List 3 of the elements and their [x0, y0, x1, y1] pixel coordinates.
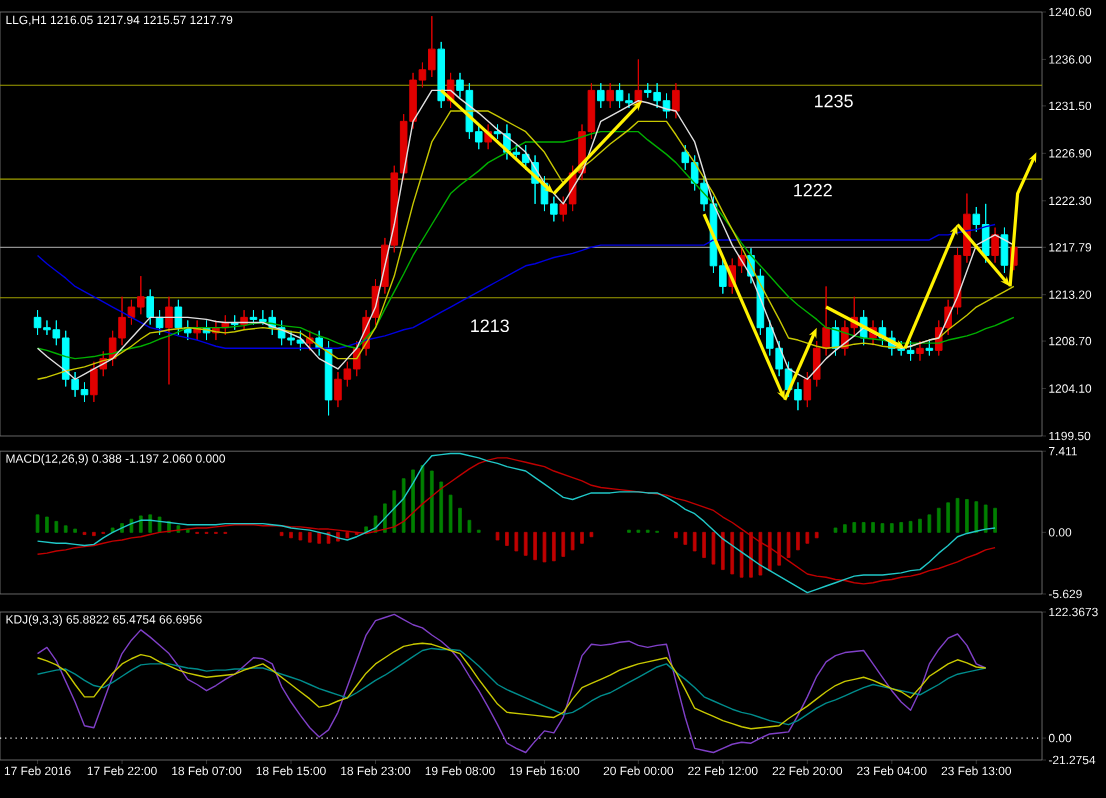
annotation: 1235 [815, 94, 853, 108]
annotation: 1222 [794, 183, 832, 197]
annotation: 1213 [471, 319, 509, 333]
